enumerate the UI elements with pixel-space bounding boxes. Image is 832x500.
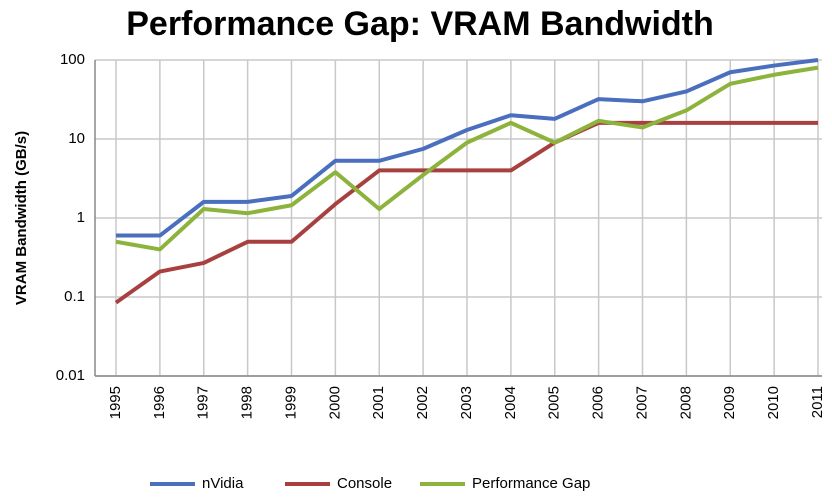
chart-title: Performance Gap: VRAM Bandwidth (126, 5, 714, 43)
y-tick-label: 100 (60, 51, 85, 68)
series-line (114, 120, 818, 305)
x-tick-label: 2005 (546, 386, 563, 419)
x-tick-label: 2008 (677, 386, 694, 419)
legend-label: Performance Gap (472, 475, 590, 492)
series-line (115, 65, 819, 252)
x-tick-label: 2009 (721, 386, 738, 419)
x-tick-label: 1997 (195, 386, 212, 419)
legend-label: Console (337, 475, 392, 492)
x-tick-label: 1995 (107, 386, 124, 419)
y-tick-label: 10 (68, 130, 85, 147)
x-tick-label: 2006 (590, 386, 607, 419)
x-tick-label: 1998 (239, 386, 256, 419)
x-tick-label: 2004 (502, 386, 519, 419)
x-tick-label: 1999 (282, 386, 299, 419)
x-tick-label: 2011 (809, 386, 826, 418)
y-axis-label: VRAM Bandwidth (GB/s) (13, 131, 30, 305)
x-tick-label: 2001 (370, 386, 387, 419)
y-tick-label: 1 (77, 209, 85, 226)
x-tick-label: 2007 (633, 386, 650, 419)
x-tick-label: 2010 (765, 386, 782, 419)
y-tick-label: 0.01 (56, 367, 85, 384)
x-tick-label: 2000 (326, 386, 343, 419)
x-tick-label: 1996 (151, 386, 168, 419)
legend-label: nVidia (202, 475, 244, 492)
y-tick-label: 0.1 (64, 288, 85, 305)
x-tick-label: 2002 (414, 386, 431, 419)
x-tick-label: 2003 (458, 386, 475, 419)
series-line (116, 58, 819, 238)
